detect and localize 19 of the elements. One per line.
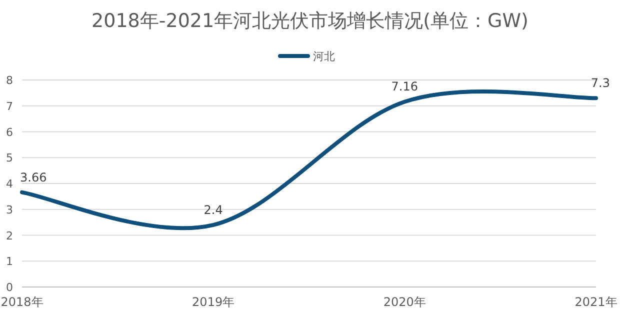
y-tick-label: 8	[6, 74, 13, 87]
data-label: 2.4	[204, 202, 223, 217]
x-tick-label: 2020年	[383, 295, 426, 309]
x-tick-label: 2021年	[574, 295, 618, 309]
data-label: 7.16	[391, 80, 418, 94]
y-tick-label: 0	[6, 281, 13, 294]
data-label: 3.66	[20, 170, 47, 184]
y-tick-label: 3	[6, 203, 13, 216]
legend-label: 河北	[313, 50, 335, 63]
chart-title: 2018年-2021年河北光伏市场增长情况(单位：GW)	[92, 10, 528, 32]
data-label: 7.3	[590, 76, 610, 90]
y-tick-label: 4	[6, 178, 13, 190]
y-tick-label: 7	[6, 100, 13, 113]
y-tick-label: 2	[6, 229, 13, 242]
x-tick-label: 2019年	[192, 295, 235, 309]
y-tick-label: 1	[6, 255, 13, 268]
y-tick-label: 5	[6, 152, 13, 165]
y-tick-label: 6	[6, 126, 13, 139]
x-tick-label: 2018年	[0, 295, 44, 309]
